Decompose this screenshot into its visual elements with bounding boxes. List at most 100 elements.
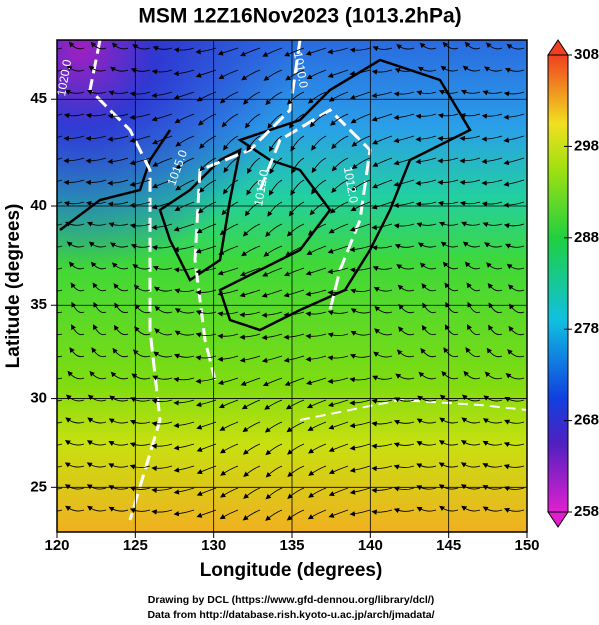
streamline bbox=[199, 179, 217, 193]
streamline bbox=[460, 462, 481, 468]
streamline bbox=[311, 157, 327, 174]
streamline bbox=[197, 113, 217, 126]
streamline bbox=[196, 223, 217, 234]
streamline bbox=[371, 245, 393, 251]
streamline bbox=[393, 464, 415, 470]
streamline bbox=[419, 42, 437, 50]
streamline bbox=[195, 332, 217, 338]
streamline bbox=[109, 395, 129, 402]
streamline bbox=[173, 47, 195, 53]
streamline bbox=[70, 324, 85, 336]
streamline bbox=[57, 311, 63, 314]
streamline bbox=[308, 465, 327, 476]
y-tick-label: 25 bbox=[30, 478, 47, 495]
streamline bbox=[269, 157, 283, 175]
streamline bbox=[219, 421, 239, 431]
streamline bbox=[57, 509, 63, 512]
streamline bbox=[66, 65, 85, 72]
streamline bbox=[393, 113, 415, 121]
streamline bbox=[63, 135, 85, 142]
streamline bbox=[486, 347, 503, 358]
streamline bbox=[240, 377, 261, 386]
streamline bbox=[129, 508, 151, 514]
streamline bbox=[415, 201, 437, 207]
streamline bbox=[57, 47, 63, 50]
streamline bbox=[219, 223, 239, 236]
streamline bbox=[349, 465, 371, 473]
streamline bbox=[129, 201, 151, 208]
streamline bbox=[372, 179, 393, 189]
streamline bbox=[243, 487, 261, 499]
streamline bbox=[111, 42, 129, 50]
streamline bbox=[393, 419, 415, 425]
streamline bbox=[460, 440, 481, 446]
streamline bbox=[152, 135, 173, 145]
streamline bbox=[57, 245, 63, 248]
streamline bbox=[244, 201, 261, 217]
streamline bbox=[288, 201, 305, 217]
streamline bbox=[463, 370, 481, 380]
streamline bbox=[460, 484, 481, 490]
y-tick-label: 30 bbox=[30, 390, 47, 407]
streamline bbox=[328, 421, 349, 430]
streamline bbox=[57, 289, 63, 292]
x-axis-label: Longitude (degrees) bbox=[200, 560, 383, 581]
streamline bbox=[267, 113, 283, 129]
streamline bbox=[196, 443, 217, 452]
streamline bbox=[57, 223, 63, 226]
streamline bbox=[129, 179, 151, 187]
streamline bbox=[268, 179, 283, 196]
streamline bbox=[221, 113, 239, 128]
streamline bbox=[482, 463, 503, 469]
streamline bbox=[311, 179, 327, 195]
streamline bbox=[63, 157, 85, 164]
streamline bbox=[398, 326, 415, 336]
streamline bbox=[107, 113, 129, 119]
streamline bbox=[437, 200, 459, 207]
title: MSM 12Z16Nov2023 (1013.2hPa) bbox=[138, 5, 461, 28]
streamline bbox=[349, 443, 371, 451]
isobar bbox=[88, 40, 162, 521]
streamline bbox=[132, 349, 151, 358]
streamline bbox=[261, 311, 283, 318]
streamline bbox=[217, 267, 239, 276]
streamline bbox=[264, 399, 283, 410]
streamline bbox=[481, 179, 503, 186]
streamline bbox=[504, 419, 525, 425]
streamline bbox=[174, 113, 195, 124]
streamline bbox=[195, 267, 217, 275]
streamline bbox=[247, 157, 261, 174]
streamline bbox=[349, 47, 371, 53]
streamline bbox=[349, 91, 371, 100]
streamline bbox=[132, 263, 151, 270]
streamline bbox=[107, 201, 129, 207]
streamline bbox=[71, 301, 85, 314]
streamline bbox=[393, 135, 415, 144]
streamline bbox=[261, 289, 283, 298]
streamline bbox=[70, 282, 85, 292]
streamline bbox=[152, 46, 173, 52]
streamline bbox=[151, 201, 173, 210]
streamline bbox=[459, 157, 481, 164]
streamlines bbox=[57, 41, 525, 521]
streamline bbox=[331, 135, 349, 150]
streamline bbox=[464, 41, 481, 50]
streamline bbox=[261, 333, 283, 341]
streamline bbox=[196, 421, 217, 430]
y-tick-label: 35 bbox=[30, 296, 47, 313]
streamline bbox=[488, 302, 503, 314]
streamline bbox=[175, 135, 195, 147]
streamline bbox=[330, 113, 349, 126]
streamline bbox=[133, 284, 151, 292]
streamline bbox=[218, 245, 239, 255]
streamline bbox=[283, 311, 305, 318]
contour-label: 1010.0 bbox=[291, 51, 311, 90]
streamline bbox=[349, 223, 371, 232]
streamline bbox=[57, 355, 63, 358]
streamline bbox=[418, 371, 437, 380]
streamline bbox=[371, 443, 393, 450]
streamline bbox=[393, 91, 415, 97]
streamline bbox=[217, 333, 239, 339]
streamline bbox=[287, 443, 305, 455]
streamline bbox=[306, 399, 327, 409]
